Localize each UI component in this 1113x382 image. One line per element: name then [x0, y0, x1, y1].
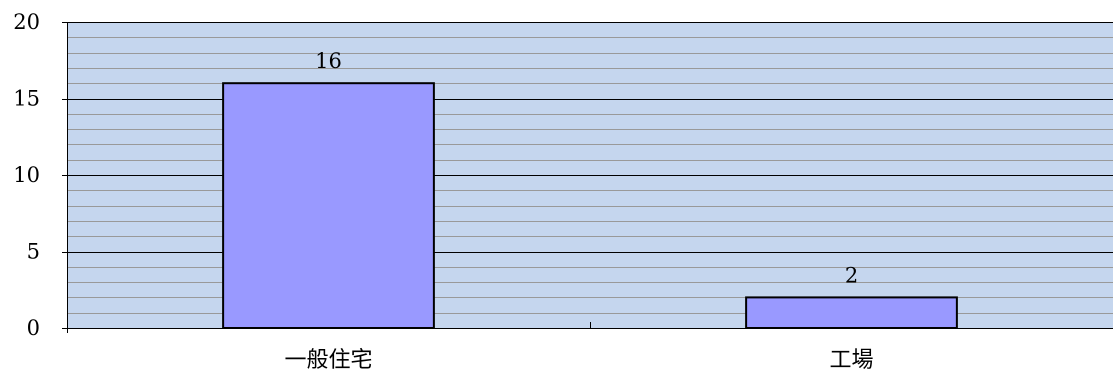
y-tick-label: 5	[27, 240, 40, 264]
bar-2	[745, 296, 958, 329]
bars	[222, 82, 958, 329]
y-tick-labels: 0 5 10 15 20	[13, 10, 40, 340]
x-tick-label: 一般住宅	[284, 348, 372, 373]
data-label: 16	[315, 49, 342, 73]
x-tick-labels: 一般住宅 工場	[284, 348, 873, 373]
axes	[62, 22, 1113, 333]
y-tick-label: 20	[13, 10, 40, 34]
bar-1	[222, 82, 435, 329]
data-labels: 16 2	[315, 49, 858, 287]
y-tick-label: 15	[13, 87, 40, 111]
data-label: 2	[845, 263, 858, 287]
y-tick-label: 10	[13, 163, 40, 187]
y-tick-label: 0	[27, 316, 40, 340]
x-tick-label: 工場	[829, 348, 873, 373]
